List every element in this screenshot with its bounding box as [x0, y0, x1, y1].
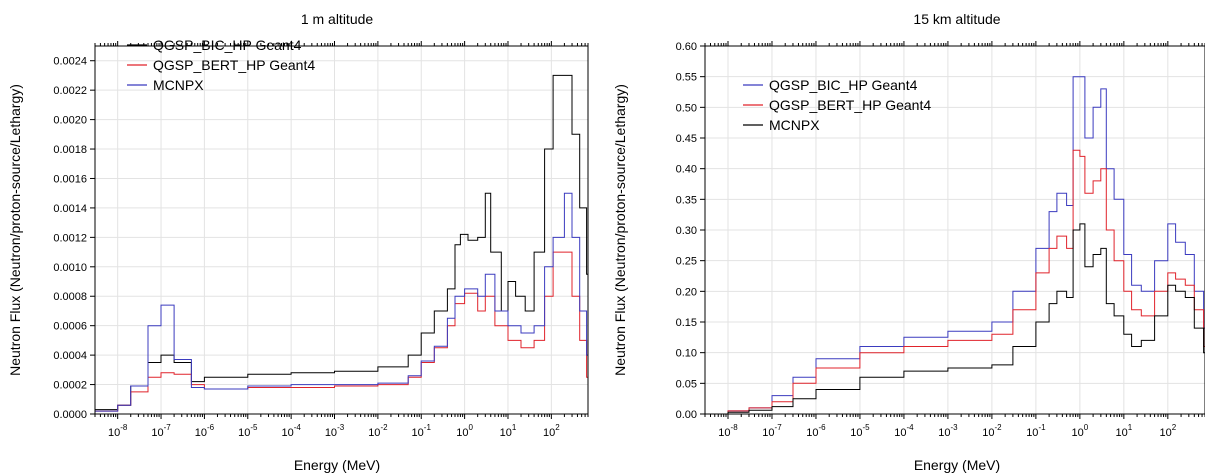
series-line — [95, 74, 588, 411]
x-tick-label: 102 — [543, 423, 560, 439]
y-tick-label: 0.0000 — [53, 409, 87, 421]
y-tick-label: 0.0008 — [53, 291, 87, 303]
y-axis-title: Neutron Flux (Neutron/proton-source/Leth… — [612, 84, 628, 376]
plot-frame — [94, 45, 589, 415]
legend-label: QGSP_BERT_HP Geant4 — [769, 97, 931, 113]
x-tick-label: 10-6 — [195, 423, 215, 439]
x-tick-label: 10-2 — [368, 423, 388, 439]
y-tick-label: 0.40 — [676, 164, 697, 176]
x-tick-label: 10-4 — [281, 423, 301, 439]
x-tick-label: 10-3 — [325, 423, 345, 439]
legend-label: MCNPX — [153, 77, 204, 93]
x-tick-label: 10-7 — [151, 423, 171, 439]
series-line — [705, 76, 1205, 414]
x-tick-label: 102 — [1159, 423, 1176, 439]
x-axis-title: Energy (MeV) — [294, 457, 380, 473]
y-tick-label: 0.0006 — [53, 321, 87, 333]
x-axis-title: Energy (MeV) — [914, 457, 1000, 473]
y-tick-label: 0.05 — [676, 378, 697, 390]
plot-frame — [704, 45, 1205, 415]
chart-panel-1m: 1 m altitude Energy (MeV) Neutron Flux (… — [7, 11, 589, 473]
y-tick-label: 0.50 — [676, 102, 697, 114]
x-tick-label: 10-7 — [762, 423, 782, 439]
y-tick-label: 0.0016 — [53, 173, 87, 185]
series-line — [95, 192, 588, 412]
legend-label: MCNPX — [769, 117, 820, 133]
y-tick-label: 0.15 — [676, 317, 697, 329]
y-tick-label: 0.0012 — [53, 232, 87, 244]
x-tick-label: 100 — [456, 423, 473, 439]
y-tick-label: 0.0014 — [53, 203, 87, 215]
legend-label: QGSP_BIC_HP Geant4 — [769, 77, 918, 93]
y-tick-label: 0.0020 — [53, 115, 87, 127]
x-tick-label: 10-8 — [108, 423, 128, 439]
y-tick-label: 0.30 — [676, 225, 697, 237]
legend-label: QGSP_BIC_HP Geant4 — [153, 37, 302, 53]
y-tick-label: 0.10 — [676, 348, 697, 360]
x-tick-label: 10-2 — [982, 423, 1002, 439]
y-tick-label: 0.55 — [676, 72, 697, 84]
x-tick-label: 100 — [1072, 423, 1089, 439]
y-tick-label: 0.35 — [676, 194, 697, 206]
x-tick-label: 101 — [1115, 423, 1132, 439]
chart-title: 1 m altitude — [301, 11, 374, 27]
y-tick-label: 0.25 — [676, 256, 697, 268]
x-tick-label: 10-8 — [718, 423, 738, 439]
x-tick-label: 10-4 — [894, 423, 914, 439]
y-tick-label: 0.0004 — [53, 350, 87, 362]
series-line — [705, 149, 1205, 414]
series-line — [95, 251, 588, 412]
x-tick-label: 10-1 — [412, 423, 432, 439]
series-line — [705, 223, 1205, 414]
y-tick-label: 0.20 — [676, 286, 697, 298]
y-tick-label: 0.0002 — [53, 380, 87, 392]
y-tick-label: 0.60 — [676, 41, 697, 53]
chart-panel-15km: 15 km altitude Energy (MeV) Neutron Flux… — [612, 11, 1205, 473]
chart-title: 15 km altitude — [913, 11, 1000, 27]
x-tick-label: 10-5 — [238, 423, 258, 439]
y-tick-label: 0.00 — [676, 409, 697, 421]
legend-label: QGSP_BERT_HP Geant4 — [153, 57, 315, 73]
y-tick-label: 0.0022 — [53, 85, 87, 97]
y-tick-label: 0.0024 — [53, 56, 87, 68]
x-tick-label: 10-1 — [1026, 423, 1046, 439]
x-tick-label: 10-5 — [850, 423, 870, 439]
x-tick-label: 10-6 — [806, 423, 826, 439]
x-tick-label: 101 — [500, 423, 517, 439]
x-tick-label: 10-3 — [938, 423, 958, 439]
y-axis-title: Neutron Flux (Neutron/proton-source/Leth… — [7, 84, 23, 376]
y-tick-label: 0.45 — [676, 133, 697, 145]
y-tick-label: 0.0010 — [53, 262, 87, 274]
y-tick-label: 0.0018 — [53, 144, 87, 156]
